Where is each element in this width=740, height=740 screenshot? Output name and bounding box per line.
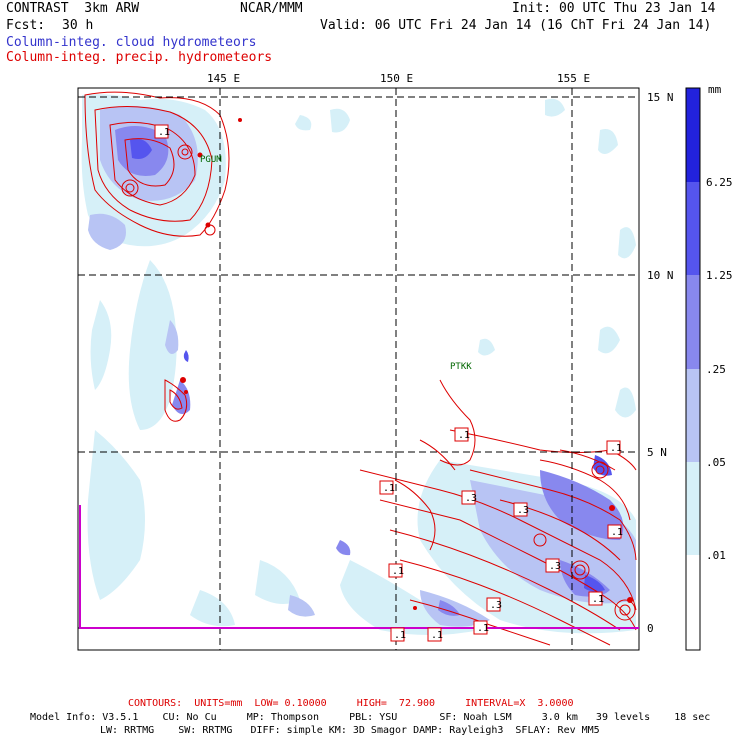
colorbar-swatch	[686, 88, 700, 182]
colorbar-level-label: .01	[706, 549, 726, 562]
lat-label-0: 0	[647, 622, 654, 635]
contour-label: .3	[513, 502, 529, 517]
domain-boundary	[79, 505, 639, 629]
colorbar-level-label: 6.25	[706, 176, 733, 189]
contour-label: .3	[461, 490, 477, 505]
colorbar-frame	[685, 87, 701, 651]
svg-text:.1: .1	[394, 630, 406, 641]
colorbar-level-label: 1.25	[706, 269, 733, 282]
svg-text:.1: .1	[458, 430, 470, 441]
lat-label-10n: 10 N	[647, 269, 674, 282]
forecast-hours: 30 h	[62, 18, 94, 33]
org-label: NCAR/MMM	[240, 1, 303, 16]
contour-label: .3	[486, 597, 502, 612]
colorbar-swatch	[686, 369, 700, 462]
contour-label: .1	[454, 427, 470, 442]
contour-label: .1	[473, 620, 489, 635]
contour-label: .1	[390, 627, 406, 642]
contours-info: CONTOURS: UNITS=mm LOW= 0.10000 HIGH= 72…	[128, 698, 574, 709]
svg-text:.1: .1	[611, 527, 623, 538]
forecast-label: Fcst:	[6, 18, 46, 33]
svg-text:.3: .3	[490, 600, 502, 611]
svg-text:.1: .1	[383, 483, 395, 494]
precip-contours	[84, 91, 637, 646]
contour-label: .1	[588, 591, 604, 606]
contour-label: .1	[606, 440, 622, 455]
model-title: CONTRAST 3km ARW	[6, 1, 140, 16]
colorbar-level-label: .25	[706, 363, 726, 376]
station-label-pgum: PGUM	[200, 155, 222, 165]
contour-label: .1	[388, 563, 404, 578]
cloud-field-darkest	[130, 138, 612, 592]
colorbar-level-label: .05	[706, 456, 726, 469]
map-frame	[77, 87, 640, 651]
lon-label-155: 155 E	[557, 72, 590, 85]
svg-text:.3: .3	[517, 505, 529, 516]
colorbar: mm 6.25 1.25 .25 .05 .01	[685, 83, 733, 651]
svg-text:.1: .1	[610, 443, 622, 454]
colorbar-units: mm	[708, 83, 722, 96]
svg-text:.3: .3	[465, 493, 477, 504]
contour-label: .1	[379, 480, 395, 495]
colorbar-swatch	[686, 275, 700, 369]
valid-time: Valid: 06 UTC Fri 24 Jan 14 (16 ChT Fri …	[320, 18, 712, 33]
svg-text:.1: .1	[158, 127, 170, 138]
station-label-ptkk: PTKK	[450, 362, 472, 372]
precip-cores	[180, 118, 633, 610]
contour-label: .1	[607, 524, 623, 539]
contour-label: .1	[427, 627, 443, 642]
svg-text:.1: .1	[392, 566, 404, 577]
colorbar-swatch	[686, 182, 700, 275]
lon-label-150: 150 E	[380, 72, 413, 85]
field-precip-label: Column-integ. precip. hydrometeors	[6, 50, 273, 65]
contour-label: .1	[154, 124, 170, 139]
lat-label-5n: 5 N	[647, 446, 667, 459]
lon-label-145: 145 E	[207, 72, 240, 85]
contour-label: .3	[545, 558, 561, 573]
model-info-line2: LW: RRTMG SW: RRTMG DIFF: simple KM: 3D …	[100, 725, 600, 736]
svg-text:.1: .1	[431, 630, 443, 641]
svg-text:.1: .1	[477, 623, 489, 634]
lat-label-15n: 15 N	[647, 91, 674, 104]
svg-text:.3: .3	[549, 561, 561, 572]
contour-label-group: .1 .1 .1 .1 .1 .3 .3 .1 .3 .3 .1 .1 .1 .…	[154, 124, 623, 642]
colorbar-swatch	[686, 555, 700, 650]
init-time: Init: 00 UTC Thu 23 Jan 14	[512, 1, 716, 16]
field-cloud-label: Column-integ. cloud hydrometeors	[6, 35, 257, 50]
svg-text:.1: .1	[592, 594, 604, 605]
model-info-line1: Model Info: V3.5.1 CU: No Cu MP: Thompso…	[30, 712, 711, 723]
colorbar-swatch	[686, 462, 700, 555]
